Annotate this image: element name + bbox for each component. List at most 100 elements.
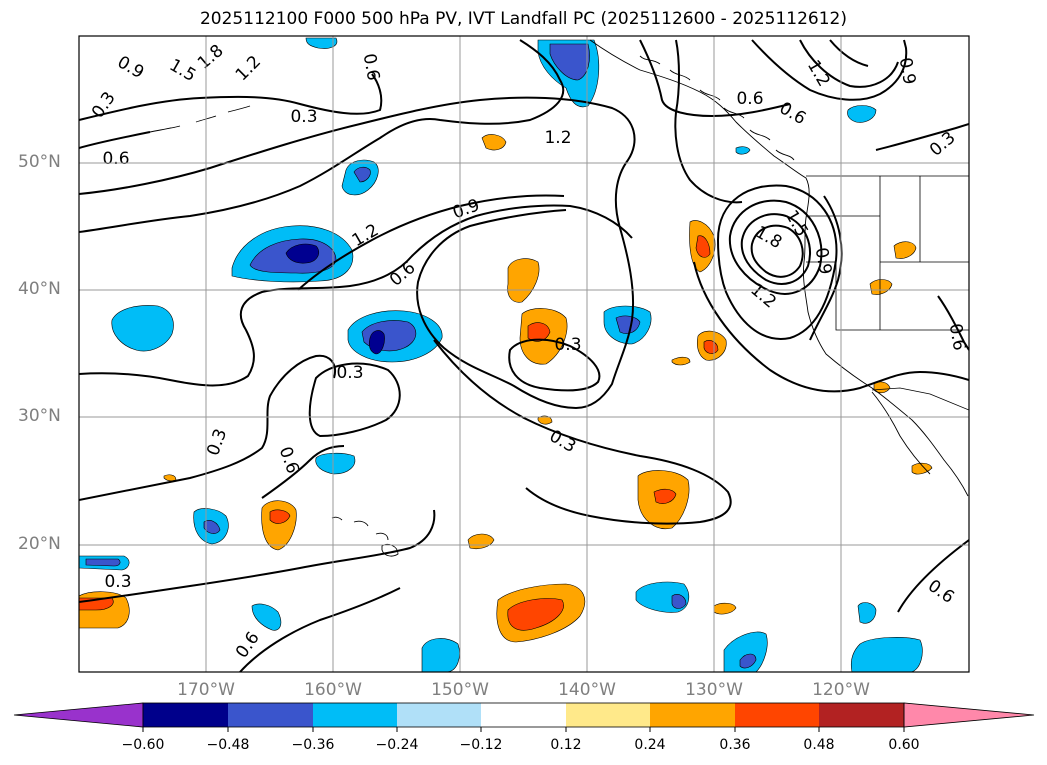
- state-borders: [806, 176, 969, 331]
- pv-positive-patch: [695, 235, 711, 258]
- pv-positive-patch: [269, 509, 291, 524]
- lat-label: 40°N: [18, 279, 61, 299]
- pv-contour-line: [79, 204, 633, 387]
- colorbar-extend-high: [903, 702, 1035, 728]
- pv-contour-line: [433, 339, 732, 525]
- pv-contour-line: [674, 39, 743, 204]
- lat-label: 30°N: [18, 406, 61, 426]
- pv-negative-patch: [847, 105, 877, 123]
- lat-label: 20°N: [18, 534, 61, 554]
- contour-label: 0.6: [102, 149, 129, 169]
- pv-positive-patch: [481, 134, 507, 151]
- colorbar-segment: [735, 703, 819, 727]
- pv-contour-line: [308, 362, 401, 438]
- lat-label: 50°N: [18, 152, 61, 172]
- colorbar-tick-label: 0.12: [550, 737, 582, 753]
- pv-contour-line: [751, 39, 908, 101]
- pv-negative-patch: [368, 330, 385, 355]
- pv-negative-patch: [85, 558, 121, 567]
- colorbar-segment: [228, 703, 313, 727]
- colorbar-extend-low: [13, 702, 144, 728]
- pv-negative-patch: [850, 637, 923, 672]
- pv-positive-patch: [893, 241, 917, 259]
- pv-contour-line: [239, 587, 401, 672]
- lon-label: 150°W: [431, 680, 489, 700]
- pv-negative-patch: [739, 653, 757, 669]
- lon-label: 160°W: [304, 680, 362, 700]
- pv-contour-line: [937, 295, 969, 351]
- pv-contour-line: [297, 194, 565, 291]
- colorbar-segment: [397, 703, 481, 727]
- pv-negative-patch: [615, 315, 641, 334]
- pv-contour-line: [79, 354, 336, 501]
- colorbar-segment: [143, 703, 228, 727]
- pv-contour-ring: [716, 184, 838, 340]
- pv-contour-ring: [750, 224, 804, 278]
- colorbar-segment: [650, 703, 735, 727]
- pv-positive-patch: [507, 258, 540, 303]
- colorbar-tick-label: 0.60: [888, 737, 920, 753]
- colorbar-tick-label: −0.60: [121, 737, 165, 753]
- colorbar-tick-label: −0.24: [375, 737, 419, 753]
- pv-contour-line: [639, 39, 791, 118]
- pv-contour-line: [897, 539, 969, 613]
- pv-contour-line: [693, 261, 969, 393]
- baja-peninsula: [871, 391, 931, 475]
- contour-label: 0.3: [336, 363, 363, 383]
- colorbar-tick-label: −0.48: [206, 737, 250, 753]
- pv-contour-line: [799, 39, 899, 88]
- pv-negative-patch: [735, 146, 751, 155]
- lon-label: 170°W: [177, 680, 235, 700]
- pv-negative-patch: [305, 37, 338, 49]
- colorbar-tick-label: 0.24: [634, 737, 666, 753]
- pv-negative-patch: [203, 520, 221, 534]
- colorbar-tick-label: −0.36: [291, 737, 335, 753]
- colorbar-tick-label: 0.48: [803, 737, 835, 753]
- map-title: 2025112100 F000 500 hPa PV, IVT Landfall…: [199, 9, 847, 29]
- pv-positive-patch: [507, 598, 564, 631]
- pv-contour-line: [79, 73, 383, 121]
- pv-negative-patch: [353, 166, 371, 183]
- colorbar-segment: [313, 703, 397, 727]
- contour-label: 0.6: [736, 89, 763, 109]
- pv-positive-patch: [653, 488, 677, 504]
- pv-negative-patch: [549, 43, 590, 81]
- contour-label: 0.3: [104, 572, 131, 592]
- pv-contour-line: [508, 338, 601, 392]
- colorbar-segment: [566, 703, 650, 727]
- colorbar-segment: [481, 703, 566, 727]
- hawaiian-islands: [331, 516, 399, 557]
- contour-label: 0.6: [945, 322, 969, 352]
- pv-contour-ring: [740, 213, 811, 285]
- pv-contours: [79, 39, 969, 672]
- colorbar: [13, 702, 1035, 732]
- pv-negative-patch: [857, 602, 877, 624]
- pv-contour-line: [875, 123, 969, 151]
- pv-negative-patch: [251, 603, 282, 631]
- us-mexico-border: [871, 387, 969, 411]
- colorbar-tick-label: −0.12: [459, 737, 503, 753]
- lon-label: 140°W: [558, 680, 616, 700]
- pv-contour-line: [79, 39, 565, 233]
- contour-label: 0.6: [359, 52, 383, 82]
- pv-positive-patch: [713, 602, 737, 615]
- pv-negative-patch: [723, 631, 768, 672]
- lon-label: 120°W: [812, 680, 870, 700]
- pv-contour-line: [809, 195, 843, 341]
- pv-positive-patch: [869, 279, 893, 295]
- contour-label: 0.3: [290, 107, 317, 127]
- pv-positive-patch: [671, 356, 691, 366]
- pv-negative-patch: [111, 305, 174, 352]
- pv-negative-patch: [421, 638, 460, 672]
- contour-label: 0.9: [895, 56, 919, 86]
- contour-label: 0.3: [554, 335, 581, 355]
- map-frame: [78, 35, 970, 673]
- pv-contour-line: [261, 445, 345, 499]
- political-borders: [806, 175, 969, 411]
- contour-label: 0.9: [811, 246, 835, 276]
- pv-contour-line: [79, 131, 151, 149]
- pv-contour-ring: [728, 199, 823, 295]
- pv-negative-patch: [671, 594, 687, 609]
- colorbar-tick-label: 0.36: [719, 737, 751, 753]
